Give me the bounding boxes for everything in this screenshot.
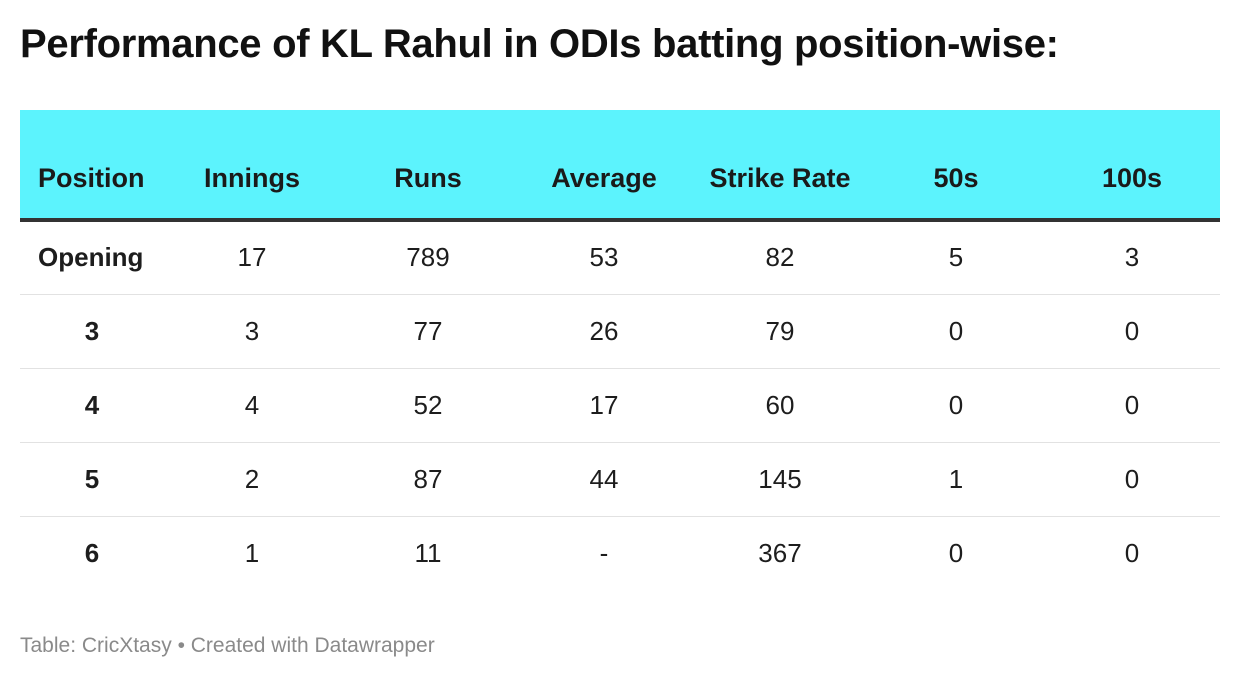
header-innings: Innings — [164, 110, 340, 222]
table-row: 4 4 52 17 60 0 0 — [20, 368, 1220, 443]
cell-innings: 17 — [164, 220, 340, 295]
cell-position: 4 — [20, 368, 164, 443]
cell-hundreds: 0 — [1044, 368, 1220, 443]
header-fifties: 50s — [868, 110, 1044, 222]
header-position: Position — [20, 110, 164, 222]
cell-average: 17 — [516, 368, 692, 443]
table-row: 5 2 87 44 145 1 0 — [20, 442, 1220, 517]
footer: Table: CricXtasy • Created with Datawrap… — [20, 634, 435, 658]
cell-average: 44 — [516, 442, 692, 517]
cell-hundreds: 0 — [1044, 442, 1220, 517]
footer-separator: • — [177, 634, 185, 657]
cell-hundreds: 0 — [1044, 294, 1220, 369]
cell-hundreds: 0 — [1124, 537, 1140, 568]
cell-runs: 789 — [340, 220, 516, 295]
table-body: Opening 17 789 53 82 5 3 3 3 77 26 79 0 … — [20, 220, 1220, 590]
table: Position Innings Runs Average Strike Rat… — [20, 110, 1220, 590]
table-row: 6 1 11 - 367 0 0 — [20, 516, 1220, 590]
footer-credit: Created with Datawrapper — [190, 634, 435, 657]
cell-fifties: 1 — [868, 442, 1044, 517]
cell-strike-rate: 367 — [758, 537, 802, 568]
stats-table: Position Innings Runs Average Strike Rat… — [20, 110, 1220, 590]
table-row: 3 3 77 26 79 0 0 — [20, 294, 1220, 369]
cell-runs: 87 — [340, 442, 516, 517]
table-header: Position Innings Runs Average Strike Rat… — [20, 110, 1220, 222]
cell-fifties: 5 — [868, 220, 1044, 295]
cell-position: 6 — [84, 537, 100, 568]
cell-innings: 2 — [164, 442, 340, 517]
cell-fifties: 0 — [868, 294, 1044, 369]
footer-source: Table: CricXtasy — [20, 634, 172, 657]
header-row: Position Innings Runs Average Strike Rat… — [20, 110, 1220, 222]
table-row: Opening 17 789 53 82 5 3 — [20, 220, 1220, 295]
cell-runs: 77 — [340, 294, 516, 369]
cell-fifties: 0 — [948, 537, 964, 568]
cell-average: 26 — [516, 294, 692, 369]
cell-fifties: 0 — [868, 368, 1044, 443]
cell-position: Opening — [20, 220, 164, 295]
header-runs: Runs — [340, 110, 516, 222]
cell-hundreds: 3 — [1044, 220, 1220, 295]
header-hundreds: 100s — [1044, 110, 1220, 222]
cell-innings: 4 — [164, 368, 340, 443]
cell-strike-rate: 79 — [692, 294, 868, 369]
cell-runs: 52 — [340, 368, 516, 443]
cell-position: 5 — [20, 442, 164, 517]
cell-strike-rate: 145 — [692, 442, 868, 517]
cell-average: 53 — [516, 220, 692, 295]
cell-position: 3 — [20, 294, 164, 369]
header-average: Average — [516, 110, 692, 222]
cell-innings: 1 — [244, 537, 260, 568]
cell-strike-rate: 60 — [692, 368, 868, 443]
header-strike-rate: Strike Rate — [692, 110, 868, 222]
cell-innings: 3 — [164, 294, 340, 369]
cell-strike-rate: 82 — [692, 220, 868, 295]
cell-runs: 11 — [414, 537, 442, 568]
cell-average: - — [599, 537, 609, 568]
table-title: Performance of KL Rahul in ODIs batting … — [20, 22, 1059, 66]
